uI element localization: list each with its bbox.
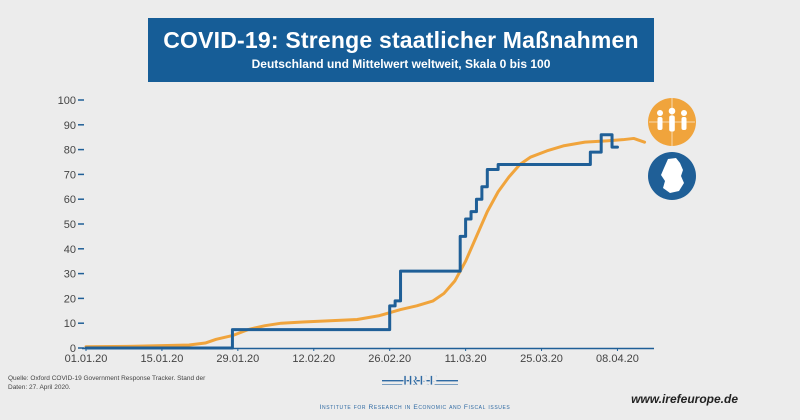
chart-title: COVID-19: Strenge staatlicher Maßnahmen <box>163 27 639 53</box>
x-tick-label: 29.01.20 <box>216 353 259 365</box>
header-banner: COVID-19: Strenge staatlicher Maßnahmen … <box>148 18 654 82</box>
iref-tagline: Institute for Research in Economic and F… <box>319 404 511 411</box>
iref-logo: IREF <box>382 373 458 389</box>
x-tick-label: 08.04.20 <box>596 353 639 365</box>
y-tick-label: 60 <box>64 194 76 206</box>
y-tick-label: 30 <box>64 269 76 281</box>
source-note: Quelle: Oxford COVID-19 Government Respo… <box>8 375 206 391</box>
website-link[interactable]: www.irefeurope.de <box>631 392 738 406</box>
x-tick-label: 26.02.20 <box>368 353 411 365</box>
x-tick-label: 25.03.20 <box>520 353 563 365</box>
series-line-world <box>84 136 647 349</box>
y-tick-label: 50 <box>64 219 76 231</box>
y-tick-label: 80 <box>64 145 76 157</box>
y-tick-label: 0 <box>70 343 76 355</box>
y-tick-label: 20 <box>64 293 76 305</box>
x-tick-label: 01.01.20 <box>65 353 108 365</box>
x-tick-label: 12.02.20 <box>292 353 335 365</box>
y-tick-label: 40 <box>64 244 76 256</box>
iref-logo-text: IREF <box>402 373 438 389</box>
x-tick-label: 15.01.20 <box>141 353 184 365</box>
y-tick-label: 10 <box>64 318 76 330</box>
people-globe-icon <box>648 98 696 146</box>
chart-subtitle: Deutschland und Mittelwert weltweit, Ska… <box>251 57 551 71</box>
x-tick-label: 11.03.20 <box>445 353 487 365</box>
y-tick-label: 90 <box>64 120 76 132</box>
y-tick-label: 100 <box>58 95 76 107</box>
y-tick-label: 70 <box>64 169 76 181</box>
germany-map-icon <box>648 152 696 200</box>
series-line-germany <box>84 133 619 350</box>
